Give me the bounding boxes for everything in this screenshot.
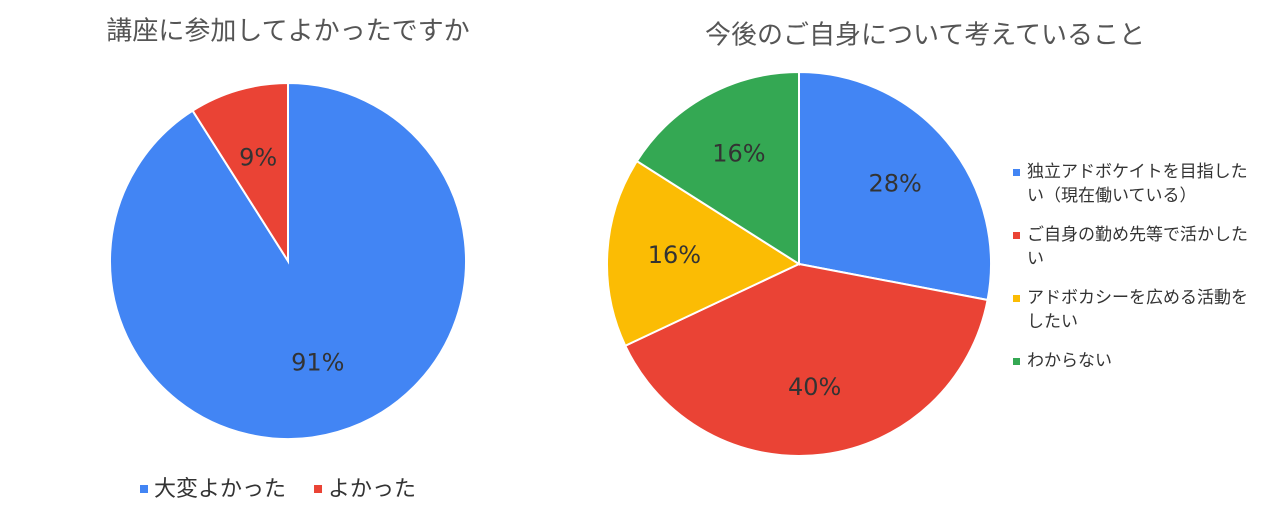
legend-item: アドボカシーを広める活動をしたい (1013, 286, 1263, 334)
legend-label: アドボカシーを広める活動をしたい (1027, 288, 1248, 332)
legend-label: よかった (328, 477, 416, 502)
legend-swatch (1013, 358, 1020, 365)
data-label: 28% (868, 169, 921, 197)
pie-slice (606, 159, 802, 348)
data-label: 16% (712, 140, 765, 168)
legend-swatch (1013, 169, 1020, 176)
data-label: 16% (648, 241, 701, 269)
chart-title: 講座に参加してよかったですか (106, 17, 469, 47)
data-label: 40% (788, 373, 841, 401)
legend-item: ご自身の勤め先等で活かしたい (1013, 223, 1263, 271)
legend-swatch (1013, 295, 1020, 302)
legend-swatch (314, 485, 323, 493)
legend: 大変よかった よかった (140, 477, 416, 502)
legend-item: わからない (1013, 349, 1263, 373)
legend: 独立アドボケイトを目指したい（現在働いている） ご自身の勤め先等で活かしたい アドボ… (1013, 160, 1263, 388)
legend-swatch (140, 485, 148, 493)
data-label: 9% (239, 143, 277, 171)
data-label: 91% (291, 349, 344, 377)
legend-swatch (1013, 232, 1020, 239)
legend-label: ご自身の勤め先等で活かしたい (1027, 225, 1248, 269)
pie-slice (635, 70, 800, 266)
legend-item: 独立アドボケイトを目指したい（現在働いている） (1013, 160, 1263, 208)
pie-slice (109, 81, 467, 440)
legend-label: 独立アドボケイトを目指したい（現在働いている） (1027, 162, 1248, 206)
legend-label: わからない (1027, 351, 1112, 371)
legend-label: 大変よかった (154, 477, 286, 502)
pie-slice (798, 70, 992, 302)
pie-slice (191, 81, 289, 265)
chart-title: 今後のご自身について考えていること (705, 21, 1145, 51)
pie-slice (623, 262, 989, 457)
